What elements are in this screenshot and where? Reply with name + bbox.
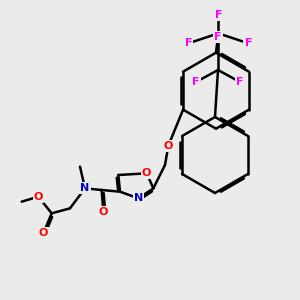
Text: O: O (142, 168, 152, 178)
Text: F: F (214, 10, 222, 20)
Text: N: N (80, 183, 90, 193)
Text: N: N (134, 193, 143, 203)
Text: O: O (99, 207, 108, 217)
Text: F: F (192, 77, 200, 87)
Text: F: F (214, 32, 222, 42)
Text: O: O (34, 192, 43, 202)
Text: F: F (244, 38, 252, 48)
Text: F: F (184, 38, 192, 48)
Text: O: O (164, 141, 173, 151)
Text: F: F (236, 77, 244, 87)
Text: O: O (39, 228, 48, 238)
